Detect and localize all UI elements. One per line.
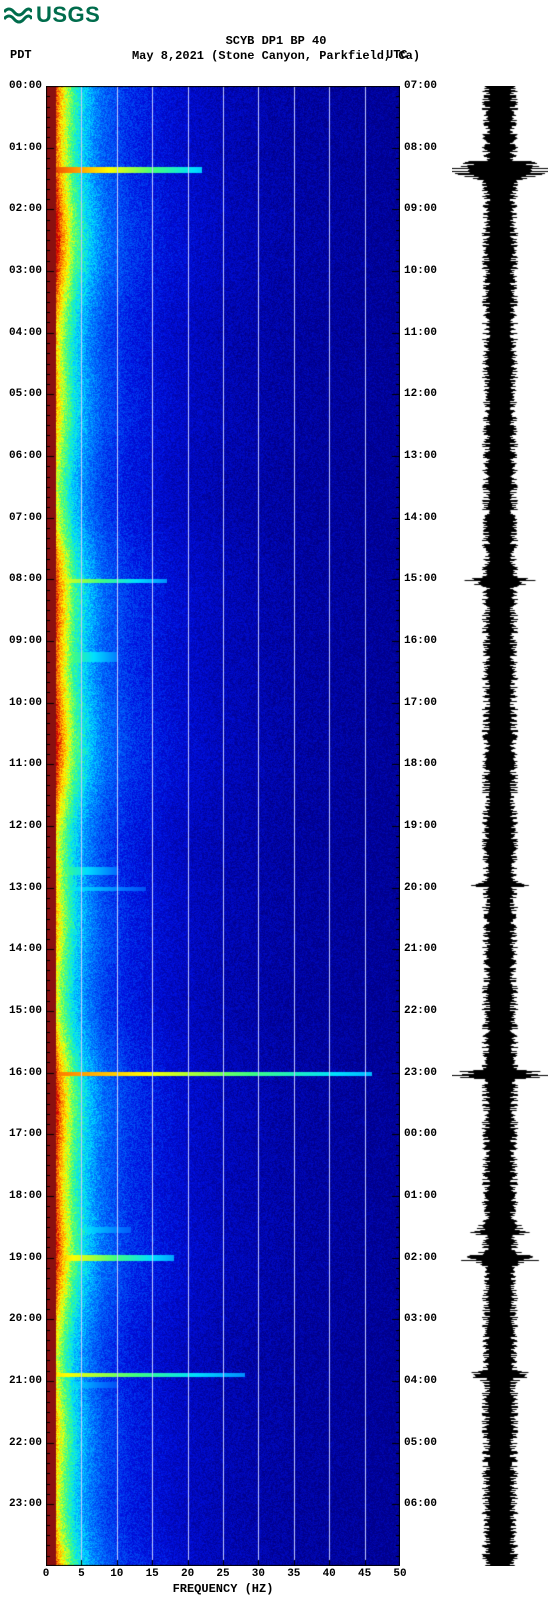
left-time-label: 20:00 (9, 1313, 42, 1325)
x-tick-label: 40 (323, 1568, 336, 1580)
left-time-label: 08:00 (9, 573, 42, 585)
right-time-label: 20:00 (404, 882, 437, 894)
left-time-label: 09:00 (9, 635, 42, 647)
x-axis-title: FREQUENCY (HZ) (46, 1582, 400, 1596)
title-block: SCYB DP1 BP 40 May 8,2021 (Stone Canyon,… (0, 34, 552, 64)
left-time-label: 21:00 (9, 1375, 42, 1387)
right-time-label: 07:00 (404, 80, 437, 92)
left-time-label: 17:00 (9, 1128, 42, 1140)
left-time-label: 18:00 (9, 1190, 42, 1202)
usgs-logo: USGS (4, 2, 100, 28)
x-tick-label: 0 (43, 1568, 50, 1580)
left-time-label: 10:00 (9, 697, 42, 709)
left-time-label: 14:00 (9, 943, 42, 955)
right-time-label: 22:00 (404, 1005, 437, 1017)
left-time-labels: 00:0001:0002:0003:0004:0005:0006:0007:00… (0, 86, 44, 1566)
spectrogram-canvas (46, 86, 400, 1566)
x-tick-label: 45 (358, 1568, 371, 1580)
left-time-label: 03:00 (9, 265, 42, 277)
spectrogram-plot (46, 86, 400, 1566)
left-time-label: 06:00 (9, 450, 42, 462)
right-time-label: 08:00 (404, 142, 437, 154)
right-time-label: 12:00 (404, 388, 437, 400)
x-tick-label: 50 (393, 1568, 406, 1580)
right-time-label: 13:00 (404, 450, 437, 462)
right-time-label: 15:00 (404, 573, 437, 585)
left-time-label: 23:00 (9, 1498, 42, 1510)
left-time-label: 16:00 (9, 1067, 42, 1079)
left-time-label: 00:00 (9, 80, 42, 92)
left-time-label: 19:00 (9, 1252, 42, 1264)
right-time-label: 23:00 (404, 1067, 437, 1079)
left-time-label: 02:00 (9, 203, 42, 215)
x-tick-label: 25 (216, 1568, 229, 1580)
left-time-label: 11:00 (9, 758, 42, 770)
left-time-label: 05:00 (9, 388, 42, 400)
x-tick-label: 30 (252, 1568, 265, 1580)
x-axis-labels: 05101520253035404550 (46, 1568, 400, 1582)
waveform-canvas (452, 86, 548, 1566)
left-time-label: 13:00 (9, 882, 42, 894)
logo-text: USGS (36, 2, 100, 28)
left-time-label: 15:00 (9, 1005, 42, 1017)
right-time-label: 00:00 (404, 1128, 437, 1140)
left-time-label: 04:00 (9, 327, 42, 339)
x-tick-label: 20 (181, 1568, 194, 1580)
right-time-label: 01:00 (404, 1190, 437, 1202)
right-time-label: 09:00 (404, 203, 437, 215)
x-tick-label: 10 (110, 1568, 123, 1580)
right-time-label: 14:00 (404, 512, 437, 524)
title-line-2: May 8,2021 (Stone Canyon, Parkfield, Ca) (0, 49, 552, 64)
x-tick-label: 15 (146, 1568, 159, 1580)
x-tick-label: 35 (287, 1568, 300, 1580)
right-time-label: 19:00 (404, 820, 437, 832)
right-time-label: 02:00 (404, 1252, 437, 1264)
right-time-label: 06:00 (404, 1498, 437, 1510)
right-time-label: 16:00 (404, 635, 437, 647)
right-time-label: 04:00 (404, 1375, 437, 1387)
left-time-label: 12:00 (9, 820, 42, 832)
right-time-label: 10:00 (404, 265, 437, 277)
left-time-label: 07:00 (9, 512, 42, 524)
right-time-label: 17:00 (404, 697, 437, 709)
right-time-labels: 07:0008:0009:0010:0011:0012:0013:0014:00… (402, 86, 442, 1566)
right-time-label: 05:00 (404, 1437, 437, 1449)
left-time-label: 22:00 (9, 1437, 42, 1449)
waveform-plot (452, 86, 548, 1566)
right-time-label: 03:00 (404, 1313, 437, 1325)
title-line-1: SCYB DP1 BP 40 (0, 34, 552, 49)
right-time-label: 21:00 (404, 943, 437, 955)
wave-icon (4, 5, 32, 25)
left-time-label: 01:00 (9, 142, 42, 154)
right-time-label: 11:00 (404, 327, 437, 339)
x-tick-label: 5 (78, 1568, 85, 1580)
right-time-label: 18:00 (404, 758, 437, 770)
